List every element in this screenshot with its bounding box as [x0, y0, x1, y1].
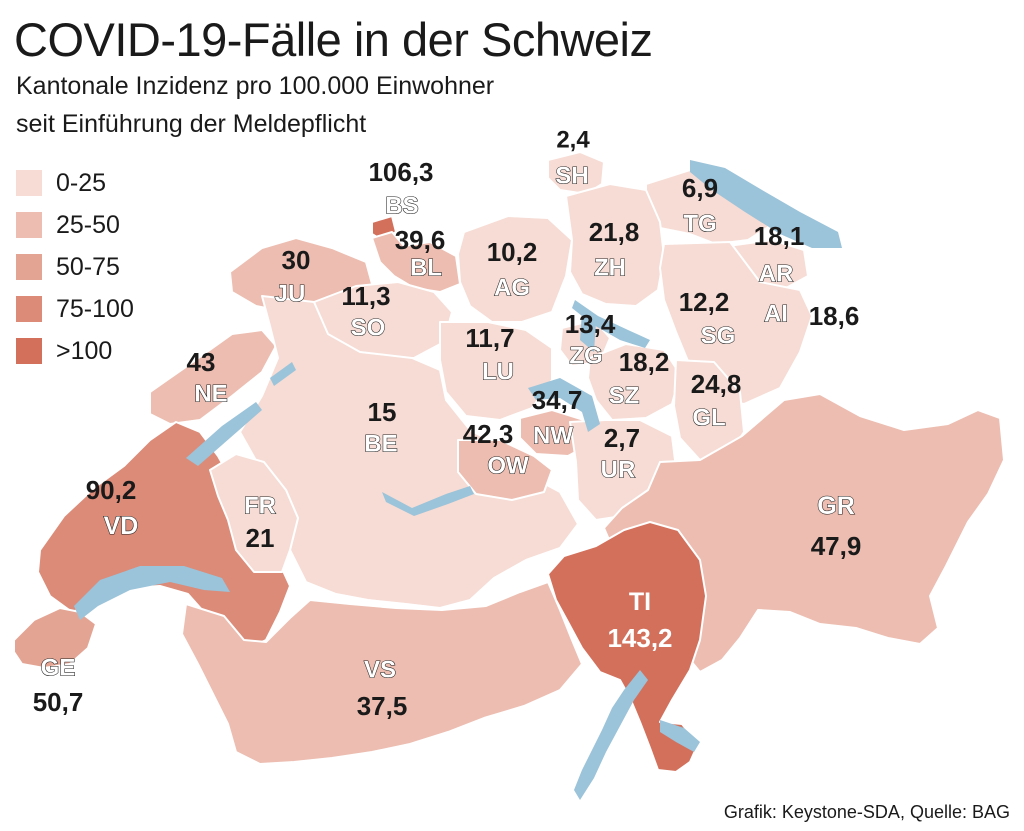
canton-value-gr: 47,9 [811, 531, 862, 561]
canton-code-so: SO [351, 315, 386, 342]
legend-swatch [16, 170, 42, 196]
canton-value-vs: 37,5 [357, 691, 408, 721]
canton-code-zh: ZH [594, 255, 626, 282]
canton-lu [439, 321, 553, 421]
map-title: COVID-19-Fälle in der Schweiz [14, 13, 653, 66]
map-subtitle-line-2: seit Einführung der Meldepflicht [16, 110, 367, 138]
legend-swatch [16, 338, 42, 364]
legend-label: 25-50 [56, 210, 120, 239]
canton-code-sh: SH [555, 163, 588, 190]
canton-ne [149, 329, 277, 425]
canton-code-lu: LU [482, 359, 514, 386]
legend-item-50-75: 50-75 [16, 252, 120, 282]
lakes [74, 160, 842, 800]
canton-value-vd: 90,2 [86, 475, 137, 505]
lake-constance [690, 160, 842, 248]
canton-value-zg: 13,4 [565, 309, 616, 339]
canton-value-ow: 42,3 [463, 419, 514, 449]
lake-geneva [74, 566, 230, 620]
legend-item-25-50: 25-50 [16, 210, 120, 240]
canton-value-ne: 43 [187, 347, 216, 377]
canton-code-fr: FR [244, 493, 276, 520]
canton-code-gl: GL [692, 405, 725, 432]
canton-code-ar: AR [759, 261, 794, 288]
canton-fr [209, 453, 299, 573]
canton-value-fr: 21 [246, 523, 275, 553]
canton-code-nw: NW [533, 423, 573, 450]
canton-code-ge: GE [41, 655, 76, 682]
canton-code-ti: TI [629, 588, 651, 616]
legend-item-0-25: 0-25 [16, 168, 106, 198]
canton-value-sg: 12,2 [679, 287, 730, 317]
canton-code-gr: GR [817, 492, 855, 520]
canton-zh [565, 183, 665, 307]
lake-lugano [660, 720, 700, 752]
canton-value-ai: 18,6 [809, 301, 860, 331]
lake-biel [270, 362, 296, 386]
canton-value-ti: 143,2 [607, 623, 672, 653]
canton-code-sg: SG [701, 323, 736, 350]
legend-label: 50-75 [56, 252, 120, 281]
lake-thun-brienz [382, 486, 474, 516]
canton-value-zh: 21,8 [589, 217, 640, 247]
canton-ge [13, 607, 97, 669]
lake-zug [580, 312, 596, 352]
canton-regions [13, 151, 1005, 773]
canton-value-bs: 106,3 [368, 157, 433, 187]
canton-value-gl: 24,8 [691, 369, 742, 399]
canton-code-ne: NE [194, 381, 227, 408]
canton-value-ju: 30 [282, 245, 311, 275]
canton-value-bl: 39,6 [395, 225, 446, 255]
legend-label: 0-25 [56, 168, 107, 197]
legend-swatch [16, 254, 42, 280]
canton-code-ag: AG [494, 275, 530, 302]
canton-value-so: 11,3 [341, 281, 390, 311]
canton-value-ar: 18,1 [754, 221, 805, 251]
lake-maggiore [574, 670, 648, 800]
map-subtitle-line-1: Kantonale Inzidenz pro 100.000 Einwohner [16, 72, 495, 100]
legend-item-75-100: 75-100 [16, 294, 134, 324]
canton-code-ai: AI [764, 301, 788, 328]
canton-value-nw: 34,7 [532, 385, 583, 415]
legend-swatch [16, 212, 42, 238]
legend-label: 75-100 [56, 294, 134, 323]
canton-value-tg: 6,9 [682, 173, 718, 203]
canton-ag [457, 215, 573, 323]
canton-code-bl: BL [410, 255, 442, 282]
canton-vs [181, 581, 583, 765]
legend-label: >100 [56, 336, 113, 365]
canton-code-ju: JU [275, 281, 306, 308]
canton-value-sz: 18,2 [619, 347, 670, 377]
canton-code-ur: UR [601, 457, 636, 484]
canton-value-ur: 2,7 [604, 423, 640, 453]
canton-code-vd: VD [104, 512, 139, 540]
source-credit: Grafik: Keystone-SDA, Quelle: BAG [723, 802, 1010, 822]
canton-code-tg: TG [683, 211, 716, 238]
lake-lucerne [528, 378, 600, 432]
legend-swatch [16, 296, 42, 322]
canton-value-ag: 10,2 [487, 237, 538, 267]
legend-item-over-100: >100 [16, 336, 112, 366]
canton-code-be: BE [364, 431, 397, 458]
canton-code-ow: OW [487, 453, 529, 480]
canton-code-vs: VS [364, 657, 396, 684]
canton-ti [547, 521, 707, 773]
canton-code-sz: SZ [609, 383, 640, 410]
canton-value-be: 15 [368, 397, 397, 427]
canton-ow [457, 439, 553, 501]
canton-value-ge: 50,7 [33, 687, 84, 717]
canton-code-bs: BS [385, 193, 418, 220]
canton-code-zg: ZG [569, 343, 602, 370]
canton-value-sh: 2,4 [556, 127, 590, 154]
lake-zurich [572, 300, 650, 348]
lake-neuchatel [186, 402, 262, 466]
canton-value-lu: 11,7 [465, 323, 514, 353]
